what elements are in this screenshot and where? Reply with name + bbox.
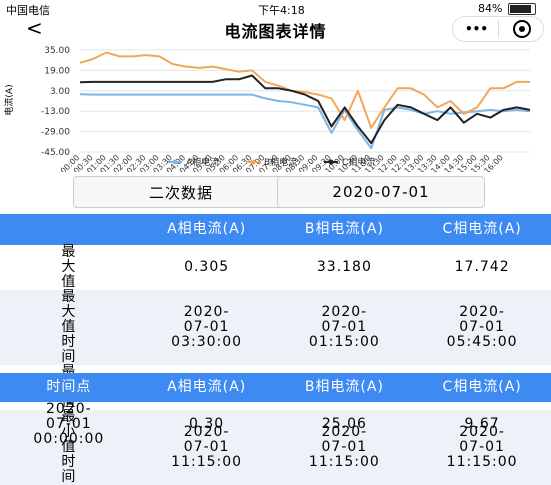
date-button[interactable]: 2020-07-01 bbox=[277, 176, 485, 208]
nav-title: 电流图表详情 bbox=[224, 22, 327, 41]
legend-dot bbox=[328, 159, 334, 165]
y-tick-label: -29.00 bbox=[41, 128, 70, 138]
cell-text: 2020-07-01 05:45:00 bbox=[446, 304, 518, 350]
capsule: ••• bbox=[452, 16, 544, 42]
battery-icon bbox=[508, 3, 536, 15]
table-cell: 2020-07-01 00:00:00 bbox=[0, 402, 138, 447]
legend-dot bbox=[250, 159, 256, 165]
legend-dot bbox=[172, 159, 178, 165]
table-cell: 17.742 bbox=[413, 245, 551, 290]
header-cell: C相电流(A) bbox=[413, 373, 551, 402]
y-axis-label: 电流(A) bbox=[3, 84, 15, 115]
legend-label: C相电流 bbox=[342, 156, 375, 168]
cell-text: 最大值时间 bbox=[61, 289, 77, 365]
table-cell: 9.67 bbox=[413, 402, 551, 447]
header-cell: C相电流(A) bbox=[413, 214, 551, 245]
header-row: 时间点 A相电流(A) B相电流(A) C相电流(A) bbox=[0, 373, 551, 402]
table-cell: 25.06 bbox=[276, 402, 414, 447]
more-button[interactable]: ••• bbox=[465, 22, 489, 36]
cell-text: 9.67 bbox=[464, 416, 500, 432]
header-cell: 时间点 bbox=[0, 373, 138, 402]
cell-text: 0.30 bbox=[189, 416, 225, 432]
cell-text: 0.305 bbox=[184, 259, 230, 275]
header-cell: A相电流(A) bbox=[137, 373, 276, 402]
header-cell: B相电流(A) bbox=[275, 373, 414, 402]
cell-text: 2020-07-01 00:00:00 bbox=[33, 401, 105, 447]
table-cell: 最大值时间 bbox=[0, 290, 138, 365]
header-cell: B相电流(A) bbox=[275, 214, 414, 245]
y-tick-label: 35.00 bbox=[44, 46, 70, 56]
table-cell: 0.305 bbox=[138, 245, 276, 290]
battery-text: 84% bbox=[478, 2, 503, 15]
cell-text: 33.180 bbox=[316, 259, 372, 275]
legend-label: A相电流 bbox=[186, 156, 219, 168]
mode-button[interactable]: 二次数据 bbox=[73, 176, 289, 208]
y-tick-label: -13.00 bbox=[41, 107, 70, 117]
table-row: 最大值时间 2020-07-01 03:30:00 2020-07-01 01:15… bbox=[0, 290, 551, 365]
y-tick-label: -45.00 bbox=[41, 148, 70, 158]
chart: 电流(A) -45.00-29.00-13.003.0019.0035.0007… bbox=[3, 46, 531, 172]
table-cell: 2020-07-01 05:45:00 bbox=[413, 290, 551, 365]
cell-text: 17.742 bbox=[454, 259, 510, 275]
status-bar: 中国电信 下午4:18 84% bbox=[0, 0, 551, 18]
legend-label: B相电流 bbox=[264, 156, 297, 168]
series-line bbox=[79, 51, 530, 129]
table-cell: 2020-07-01 01:15:00 bbox=[275, 290, 414, 365]
back-button[interactable]: < bbox=[26, 16, 43, 40]
y-tick-label: 3.00 bbox=[50, 87, 70, 97]
table-cell: 最大值 bbox=[0, 245, 138, 290]
cell-text: 25.06 bbox=[321, 416, 367, 432]
y-tick-label: 19.00 bbox=[44, 66, 70, 76]
close-dot bbox=[519, 26, 525, 32]
close-button[interactable] bbox=[513, 20, 531, 38]
header-cell bbox=[0, 214, 138, 245]
header-row: A相电流(A) B相电流(A) C相电流(A) bbox=[0, 214, 551, 245]
cell-text: 2020-07-01 01:15:00 bbox=[308, 304, 380, 350]
divider bbox=[498, 20, 499, 38]
series-line bbox=[79, 74, 531, 145]
table-cell: 33.180 bbox=[276, 245, 414, 290]
detail-table: 时间点 A相电流(A) B相电流(A) C相电流(A) 2020-07-01 00:00… bbox=[0, 373, 551, 447]
table-cell: 0.30 bbox=[138, 402, 276, 447]
carrier: 中国电信 bbox=[6, 4, 50, 17]
header-cell: A相电流(A) bbox=[137, 214, 276, 245]
cell-text: 2020-07-01 03:30:00 bbox=[171, 304, 243, 350]
nav-bar: < 电流图表详情 ••• bbox=[0, 16, 551, 42]
table-row: 2020-07-01 00:00:00 0.30 25.06 9.67 bbox=[0, 402, 551, 447]
table-row: 最大值 0.305 33.180 17.742 bbox=[0, 245, 551, 290]
battery-level bbox=[510, 5, 531, 13]
clock: 下午4:18 bbox=[258, 4, 305, 17]
table-cell: 2020-07-01 03:30:00 bbox=[137, 290, 276, 365]
cell-text: 最大值 bbox=[61, 244, 77, 290]
